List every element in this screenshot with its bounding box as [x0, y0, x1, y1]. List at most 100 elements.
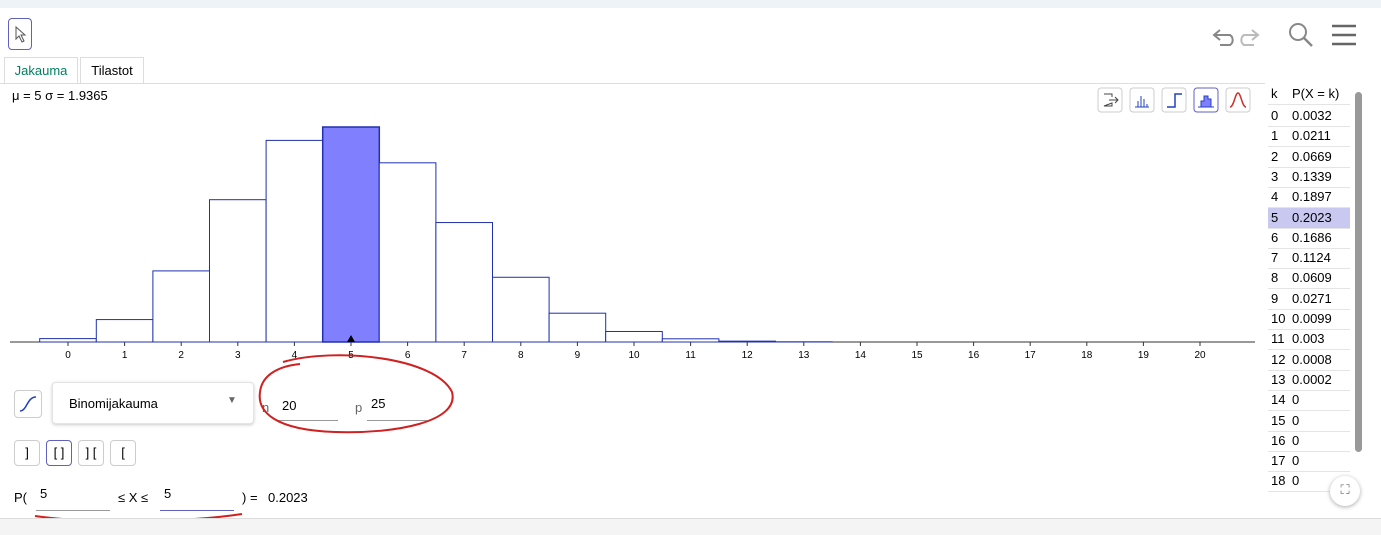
lower-field[interactable]: 5 [36, 486, 110, 511]
table-cell: 0.0008 [1292, 350, 1332, 370]
table-cell: 0.0669 [1292, 147, 1332, 167]
tab-line [0, 83, 1265, 84]
table-cell: 0.0032 [1292, 106, 1332, 126]
prob-result: 0.2023 [268, 490, 308, 505]
table-cell: 18 [1271, 471, 1285, 491]
bar [323, 127, 380, 342]
table-cell: 7 [1271, 248, 1278, 268]
x-tick-label: 3 [235, 350, 241, 361]
top-strip [0, 0, 1381, 8]
tab[interactable]: Jakauma [4, 57, 78, 84]
x-tick-label: 7 [461, 350, 467, 361]
table-cell: 17 [1271, 451, 1285, 471]
x-tick-label: 18 [1081, 350, 1093, 361]
bar [549, 313, 606, 342]
x-tick-label: 16 [968, 350, 980, 361]
x-tick-label: 8 [518, 350, 524, 361]
table-row[interactable]: 13 0.0002 [1268, 370, 1350, 391]
table-cell: 0.0002 [1292, 370, 1332, 390]
table-row[interactable]: 11 0.003 [1268, 329, 1350, 350]
x-tick-label: 10 [628, 350, 640, 361]
table-row[interactable]: 0 0.0032 [1268, 106, 1350, 127]
table-cell: 0.0609 [1292, 268, 1332, 288]
prob-suffix: ) = [242, 490, 258, 505]
x-tick-label: 1 [122, 350, 128, 361]
distribution-dropdown[interactable]: Binomijakauma ▼ [52, 382, 254, 424]
bar [266, 140, 323, 342]
scrollbar[interactable] [1355, 92, 1362, 452]
table-cell: 13 [1271, 370, 1285, 390]
x-tick-label: 0 [65, 350, 71, 361]
dropdown-arrow: ▼ [227, 395, 237, 406]
prob-middle: ≤ X ≤ [118, 490, 148, 505]
toolbar-icons [1210, 20, 1370, 50]
x-tick-label: 19 [1138, 350, 1150, 361]
table-cell: 10 [1271, 309, 1285, 329]
table-cell: 15 [1271, 411, 1285, 431]
bar [662, 339, 719, 342]
table-cell: 0.2023 [1292, 208, 1332, 228]
search[interactable] [1290, 24, 1306, 40]
table-cell: 0.0211 [1292, 126, 1331, 146]
x-tick-label: 13 [798, 350, 810, 361]
table-cell: 0.1124 [1292, 248, 1331, 268]
bar [210, 200, 267, 342]
table-cell: 12 [1271, 350, 1285, 370]
table-cell: 0.0099 [1292, 309, 1332, 329]
table-cell: 0.0271 [1292, 289, 1332, 309]
table-row[interactable]: 5 0.2023 [1268, 208, 1350, 229]
prob-prefix: P( [14, 490, 27, 505]
table-cell: 5 [1271, 208, 1278, 228]
left-sided[interactable]: ] [14, 440, 40, 466]
bar [153, 271, 210, 342]
header-cell: P(X = k) [1292, 84, 1339, 104]
pointer-tool[interactable] [8, 18, 32, 50]
table-cell: 0.1339 [1292, 167, 1332, 187]
table-cell: 4 [1271, 187, 1278, 207]
table-row[interactable]: 7 0.1124 [1268, 248, 1350, 269]
table-cell: 11 [1271, 329, 1285, 349]
tab[interactable]: Tilastot [80, 57, 144, 84]
x-tick-label: 9 [575, 350, 581, 361]
table-cell: 0 [1292, 471, 1299, 491]
table-cell: 2 [1271, 147, 1278, 167]
table-header: k P(X = k) [1268, 84, 1350, 105]
table-cell: 0.003 [1292, 329, 1325, 349]
x-tick-label: 2 [178, 350, 184, 361]
table-cell: 0 [1271, 106, 1278, 126]
table-cell: 8 [1271, 268, 1278, 288]
table-row[interactable]: 16 0 [1268, 431, 1350, 452]
redo[interactable] [1241, 30, 1258, 45]
bar [96, 320, 153, 342]
annotation-ellipse [255, 352, 460, 442]
table-cell: 0 [1292, 431, 1299, 451]
table-row[interactable]: 10 0.0099 [1268, 309, 1350, 330]
search-handle [1304, 38, 1312, 46]
right-sided[interactable]: [ [110, 440, 136, 466]
two-tailed[interactable]: ] [ [78, 440, 104, 466]
cumulative-toggle[interactable] [14, 390, 42, 418]
menu[interactable] [1332, 26, 1356, 44]
table-row[interactable]: 12 0.0008 [1268, 350, 1350, 371]
bar [719, 341, 776, 342]
table-row[interactable]: 2 0.0669 [1268, 147, 1350, 168]
undo[interactable] [1214, 30, 1233, 45]
table-cell: 6 [1271, 228, 1278, 248]
x-tick-label: 12 [742, 350, 754, 361]
table-row[interactable]: 8 0.0609 [1268, 268, 1350, 289]
table-cell: 16 [1271, 431, 1285, 451]
table-cell: 0 [1292, 390, 1299, 410]
bar [493, 277, 550, 342]
fullscreen-button[interactable]: ⛶ [1330, 476, 1360, 506]
upper-field[interactable]: 5 [160, 486, 234, 511]
interval[interactable]: [ ] [46, 440, 72, 466]
